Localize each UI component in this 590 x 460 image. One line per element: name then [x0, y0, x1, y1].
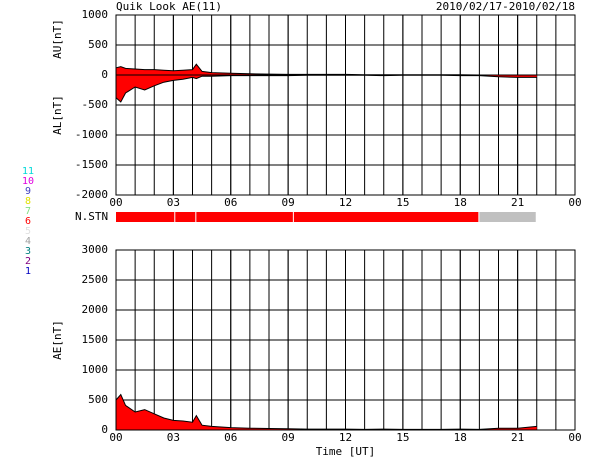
y-tick-label: -500 — [82, 98, 109, 111]
y-tick-label: -1000 — [75, 128, 108, 141]
y-tick-label: 3000 — [82, 243, 109, 256]
y-axis-label: AU[nT] — [51, 19, 64, 59]
x-tick-label: 00 — [568, 431, 581, 444]
x-tick-label: 15 — [396, 431, 409, 444]
station-segment — [116, 212, 175, 222]
y-tick-label: 0 — [101, 68, 108, 81]
area-fill — [116, 75, 537, 102]
station-legend: 10 — [22, 176, 34, 187]
x-tick-label: 12 — [339, 196, 352, 209]
x-tick-label: 15 — [396, 196, 409, 209]
station-segment — [479, 212, 536, 222]
station-legend: 9 — [25, 186, 31, 197]
y-axis-label: AL[nT] — [51, 95, 64, 135]
y-tick-label: 500 — [88, 393, 108, 406]
area-fill — [116, 394, 537, 430]
station-legend: 11 — [22, 166, 34, 177]
plot-frame — [115, 14, 576, 196]
x-tick-label: 12 — [339, 431, 352, 444]
station-legend: 2 — [25, 256, 31, 267]
y-tick-label: 1000 — [82, 363, 109, 376]
date-range: 2010/02/17-2010/02/18 — [436, 0, 575, 13]
x-tick-label: 00 — [109, 196, 122, 209]
y-tick-label: -2000 — [75, 188, 108, 201]
x-tick-label: 21 — [511, 431, 524, 444]
y-axis-label: AE[nT] — [51, 320, 64, 360]
x-tick-label: 00 — [109, 431, 122, 444]
y-tick-label: 1500 — [82, 333, 109, 346]
x-tick-label: 00 — [568, 196, 581, 209]
x-tick-label: 09 — [282, 431, 295, 444]
x-axis-label: Time [UT] — [316, 445, 376, 458]
station-segment — [196, 212, 293, 222]
station-legend: 4 — [25, 236, 31, 247]
y-tick-label: 2500 — [82, 273, 109, 286]
y-tick-label: 1000 — [82, 8, 109, 21]
chart-title: Quik Look AE(11) — [116, 0, 222, 13]
x-tick-label: 18 — [454, 196, 467, 209]
station-segment — [293, 212, 479, 222]
x-tick-label: 03 — [167, 431, 180, 444]
x-tick-label: 03 — [167, 196, 180, 209]
station-legend: 3 — [25, 246, 31, 257]
x-tick-label: 18 — [454, 431, 467, 444]
y-tick-label: 500 — [88, 38, 108, 51]
station-label: N.STN — [75, 210, 108, 223]
x-tick-label: 21 — [511, 196, 524, 209]
station-legend: 8 — [25, 196, 31, 207]
x-tick-label: 06 — [224, 196, 237, 209]
station-legend: 1 — [25, 266, 31, 277]
y-tick-label: -1500 — [75, 158, 108, 171]
x-tick-label: 09 — [282, 196, 295, 209]
plot-frame — [115, 249, 576, 431]
station-legend: 5 — [25, 226, 31, 237]
y-tick-label: 0 — [101, 423, 108, 436]
station-segment — [175, 212, 196, 222]
station-legend: 6 — [25, 216, 31, 227]
y-tick-label: 2000 — [82, 303, 109, 316]
x-tick-label: 06 — [224, 431, 237, 444]
station-legend: 7 — [25, 206, 31, 217]
series-line — [115, 393, 537, 430]
